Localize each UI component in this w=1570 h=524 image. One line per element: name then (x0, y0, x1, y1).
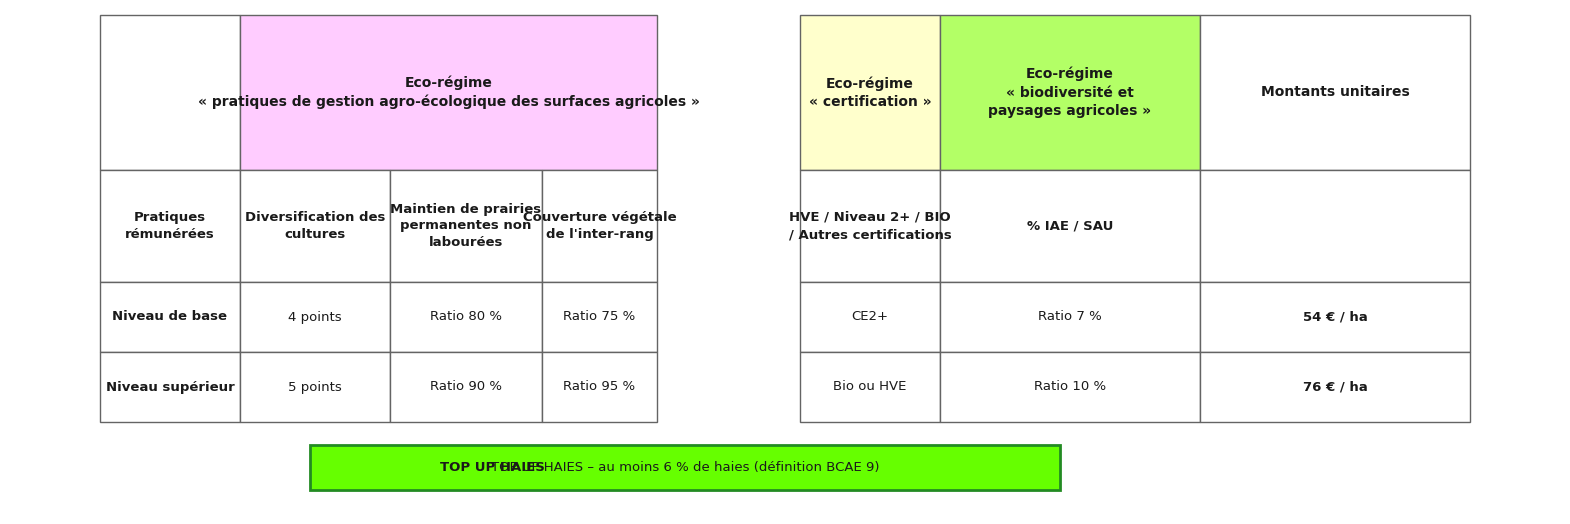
Text: Eco-régime
« biodiversité et
paysages agricoles »: Eco-régime « biodiversité et paysages ag… (989, 67, 1151, 118)
Text: TOP UP HAIES – au moins 6 % de haies (définition BCAE 9): TOP UP HAIES – au moins 6 % de haies (dé… (491, 461, 879, 474)
Bar (801, 170, 940, 282)
Text: Ratio 10 %: Ratio 10 % (1035, 380, 1105, 394)
Text: Eco-régime
« pratiques de gestion agro-écologique des surfaces agricoles »: Eco-régime « pratiques de gestion agro-é… (198, 75, 700, 110)
Bar (1199, 352, 1470, 422)
Bar (240, 15, 656, 170)
Text: CE2+: CE2+ (851, 311, 889, 323)
Text: Pratiques
rémunérées: Pratiques rémunérées (126, 211, 215, 241)
Bar (1199, 170, 1470, 282)
Bar (1199, 282, 1470, 352)
Bar (100, 352, 240, 422)
Bar (940, 15, 1199, 170)
Text: 4 points: 4 points (289, 311, 342, 323)
Text: 76 € / ha: 76 € / ha (1303, 380, 1367, 394)
Text: Diversification des
cultures: Diversification des cultures (245, 211, 385, 241)
Bar (389, 282, 542, 352)
Text: TOP UP HAIES: TOP UP HAIES (440, 461, 545, 474)
Bar (542, 282, 656, 352)
Bar (542, 352, 656, 422)
Bar (240, 170, 389, 282)
Text: Maintien de prairies
permanentes non
labourées: Maintien de prairies permanentes non lab… (391, 202, 542, 249)
Text: Ratio 90 %: Ratio 90 % (430, 380, 502, 394)
Text: HVE / Niveau 2+ / BIO
/ Autres certifications: HVE / Niveau 2+ / BIO / Autres certifica… (788, 211, 951, 241)
Bar (801, 352, 940, 422)
Bar (940, 282, 1199, 352)
Bar (801, 282, 940, 352)
Bar (389, 170, 542, 282)
Text: % IAE / SAU: % IAE / SAU (1027, 220, 1113, 233)
Bar (100, 170, 240, 282)
Bar (801, 15, 940, 170)
Bar (1199, 15, 1470, 170)
Bar (100, 15, 240, 170)
Text: Niveau de base: Niveau de base (113, 311, 228, 323)
Text: Ratio 75 %: Ratio 75 % (564, 311, 636, 323)
Text: Ratio 7 %: Ratio 7 % (1038, 311, 1102, 323)
Text: Montants unitaires: Montants unitaires (1261, 85, 1410, 100)
Text: Ratio 80 %: Ratio 80 % (430, 311, 502, 323)
Text: Couverture végétale
de l'inter-rang: Couverture végétale de l'inter-rang (523, 211, 677, 241)
Bar (542, 170, 656, 282)
Text: Niveau supérieur: Niveau supérieur (105, 380, 234, 394)
Text: Bio ou HVE: Bio ou HVE (834, 380, 907, 394)
Bar (940, 352, 1199, 422)
Bar (240, 282, 389, 352)
Bar (240, 352, 389, 422)
Bar (309, 445, 1060, 490)
Text: 54 € / ha: 54 € / ha (1303, 311, 1367, 323)
Text: Eco-régime
« certification »: Eco-régime « certification » (809, 76, 931, 109)
Text: 5 points: 5 points (289, 380, 342, 394)
Bar (100, 282, 240, 352)
Bar (940, 170, 1199, 282)
Text: Ratio 95 %: Ratio 95 % (564, 380, 636, 394)
Bar (389, 352, 542, 422)
